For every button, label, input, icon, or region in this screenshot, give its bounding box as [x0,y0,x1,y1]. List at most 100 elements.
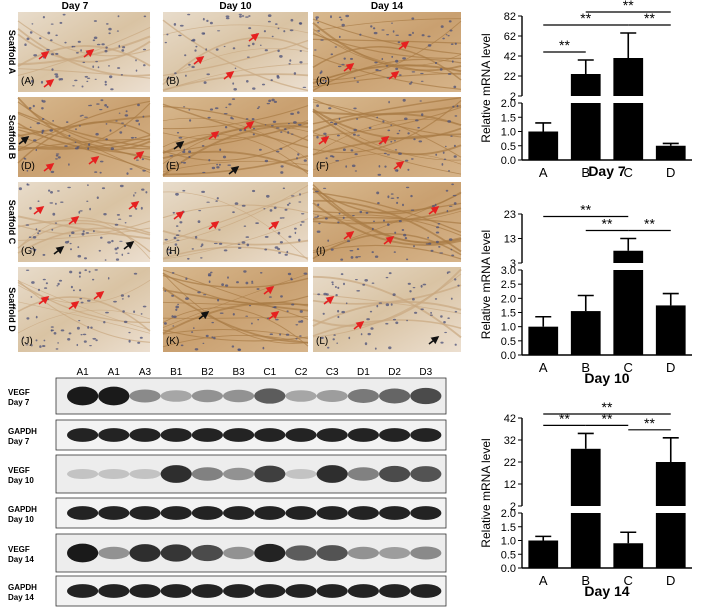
black-arrow-icon [228,166,240,175]
blot-band [254,584,286,598]
blot-band [67,428,99,442]
red-arrow-icon [388,71,400,80]
y-tick-label: 32 [504,435,516,447]
y-tick-label: 3 [510,258,516,270]
bar-chart: 0.0 0.5 1.0 1.5 2.0 2.5 3.03 13 23 Relative mRNA … [479,202,692,386]
blot-band [191,544,223,562]
histology-image [17,267,151,352]
blot-band [160,428,192,442]
blot-band [191,584,223,598]
lane-label: A3 [139,367,152,378]
y-tick-label: 1.0 [501,127,516,139]
histology-image [17,182,151,262]
black-arrow-icon [18,136,30,145]
red-arrow-icon [133,151,145,160]
panel-letter: (D) [21,161,35,172]
y-axis-label: Relative mRNA level [479,438,493,547]
panel-letter: (I) [316,246,325,257]
y-axis-label: Relative mRNA level [479,33,493,142]
blot-band [254,428,286,442]
blot-band [98,428,130,442]
blot-band [285,506,317,520]
lane-label: D2 [388,367,401,378]
chart-title: Day 7 [588,163,626,179]
x-tick-label: A [539,573,548,588]
blot-band [379,584,411,598]
bar [613,103,644,160]
y-tick-label: 13 [504,234,516,246]
bar [655,513,686,568]
blot-band [98,546,130,560]
red-arrow-icon [383,236,395,245]
lane-label: A1 [108,367,121,378]
lane-label: B3 [232,367,245,378]
y-tick-label: 2.5 [501,279,516,291]
blot-band [98,584,130,598]
blot-band [129,389,161,403]
red-arrow-icon [318,136,330,145]
red-arrow-icon [208,221,220,230]
blot-band [160,544,192,562]
red-arrow-icon [43,79,55,88]
significance-label: ** [623,0,634,13]
bar [655,145,686,160]
blot-row-label: Day 10 [8,515,34,524]
bar [570,311,601,355]
red-arrow-icon [208,131,220,140]
significance-label: ** [644,415,655,431]
blot-row-label: Day 7 [8,437,30,446]
red-arrow-icon [68,216,80,225]
blot-band [254,388,286,404]
panel-letter: (H) [166,246,180,257]
blot-band [98,386,130,406]
lane-label: A1 [76,367,89,378]
red-arrow-icon [353,321,365,330]
red-arrow-icon [88,156,100,165]
bar [570,448,601,506]
blot-band [316,545,348,561]
bar [570,513,601,568]
black-arrow-icon [198,311,210,320]
y-tick-label: 2.0 [501,98,516,110]
lane-label: B2 [201,367,214,378]
red-arrow-icon [268,221,280,230]
blot-band [254,543,286,563]
x-tick-label: A [539,360,548,375]
y-tick-label: 2.0 [501,293,516,305]
y-tick-label: 12 [504,479,516,491]
lane-label: D3 [419,367,432,378]
red-arrow-icon [343,231,355,240]
lane-label: B1 [170,367,183,378]
x-tick-label: B [581,360,590,375]
blot-band [316,465,348,483]
blot-band [160,390,192,402]
x-tick-label: D [666,573,675,588]
blot-band [285,428,317,442]
blot-row-label: Day 14 [8,555,34,564]
y-tick-label: 0.5 [501,549,516,561]
histology-image [162,12,309,92]
y-tick-label: 0.0 [501,563,516,575]
blot-band [379,547,411,559]
lane-label: D1 [357,367,370,378]
histology-image [162,182,309,262]
histology-image [162,97,309,177]
red-arrow-icon [93,291,105,300]
lane-label: C3 [326,367,339,378]
blot-band [316,428,348,442]
y-tick-label: 1.5 [501,112,516,124]
panel-letter: (L) [316,336,328,347]
bar [655,305,686,355]
blot-band [129,506,161,520]
blot-band [347,584,379,598]
black-arrow-icon [173,141,185,150]
blot-band [67,543,99,563]
histology-image [312,96,462,177]
histology-image [312,182,462,262]
y-tick-label: 2.0 [501,508,516,520]
significance-label: ** [644,216,655,232]
significance-label: ** [644,10,655,26]
red-arrow-icon [343,63,355,72]
blot-row-label: GAPDH [8,505,37,514]
